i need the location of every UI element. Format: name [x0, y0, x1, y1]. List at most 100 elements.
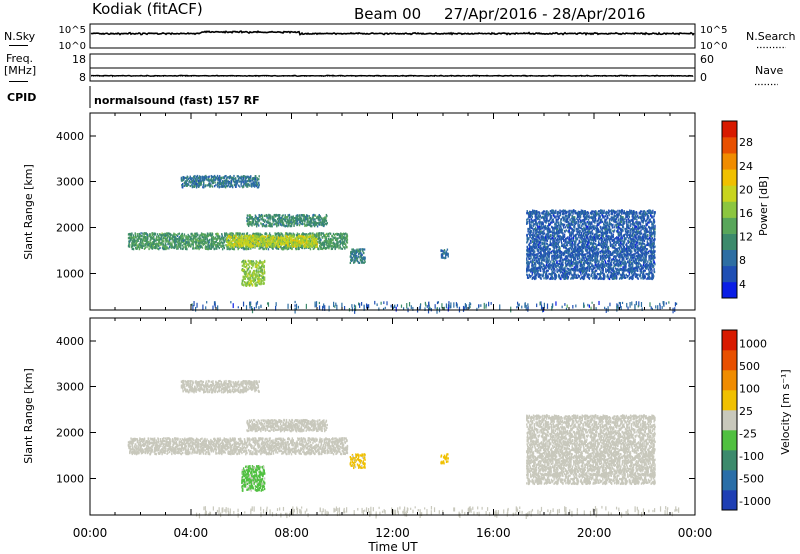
echo-pixel — [205, 247, 207, 250]
echo-pixel — [187, 177, 190, 181]
echo-pixel — [142, 232, 144, 235]
echo-pixel — [244, 180, 246, 183]
echo-pixel — [231, 184, 233, 187]
echo-pixel — [218, 176, 220, 179]
echo-pixel — [234, 183, 236, 186]
echo-pixel — [145, 242, 148, 245]
echo-pixel — [210, 179, 212, 183]
echo-pixel — [250, 182, 252, 186]
echo-pixel — [334, 236, 337, 239]
echo-pixel — [184, 243, 186, 246]
echo-pixel — [539, 269, 542, 272]
echo-pixel — [179, 239, 181, 242]
echo-pixel — [189, 242, 191, 246]
echo-pixel — [260, 280, 263, 283]
echo-pixel — [202, 243, 204, 246]
echo-pixel — [258, 264, 260, 267]
echo-pixel — [334, 246, 337, 249]
echo-pixel — [152, 242, 155, 246]
echo-pixel — [554, 269, 556, 272]
echo-pixel — [339, 236, 342, 239]
echo-pixel — [275, 232, 278, 236]
echo-pixel — [346, 238, 349, 241]
echo-pixel — [145, 236, 147, 239]
echo-pixel — [181, 239, 183, 242]
echo-pixel — [140, 238, 143, 241]
echo-pixel — [135, 239, 138, 242]
echo-pixel — [132, 242, 135, 246]
echo-pixel — [268, 232, 271, 235]
echo-pixel — [274, 232, 276, 235]
echo-pixel — [132, 234, 135, 237]
echo-pixel — [252, 183, 254, 186]
echo-pixel — [271, 241, 274, 245]
echo-pixel — [301, 246, 304, 250]
echo-pixel — [534, 234, 536, 237]
echo-pixel — [169, 235, 171, 238]
echo-pixel — [537, 252, 539, 255]
echo-pixel — [264, 240, 266, 243]
echo-pixel — [195, 181, 197, 185]
echo-pixel — [135, 242, 138, 245]
echo-pixel — [161, 242, 163, 245]
echo-pixel — [249, 184, 251, 187]
echo-pixel — [137, 245, 140, 249]
echo-pixel — [546, 257, 549, 260]
echo-pixel — [162, 245, 164, 249]
echo-pixel — [174, 243, 176, 246]
echo-pixel — [141, 235, 143, 238]
echo-pixel — [177, 240, 179, 243]
echo-pixel — [258, 185, 260, 188]
echo-pixel — [224, 175, 226, 178]
echo-pixel — [186, 177, 188, 180]
echo-pixel — [205, 177, 207, 180]
echo-pixel — [218, 181, 220, 184]
echo-pixel — [193, 247, 195, 250]
echo-pixel — [298, 214, 301, 217]
echo-pixel — [230, 180, 233, 183]
echo-pixel — [209, 179, 212, 182]
echo-pixel — [208, 241, 210, 244]
echo-pixel — [199, 243, 201, 247]
echo-pixel — [192, 182, 194, 185]
echo-pixel — [218, 246, 220, 250]
echo-pixel — [300, 217, 303, 220]
echo-pixel — [217, 242, 220, 245]
echo-pixel — [204, 238, 207, 241]
echo-pixel — [533, 228, 536, 231]
echo-pixel — [245, 178, 247, 181]
echo-pixel — [209, 232, 212, 235]
echo-pixel — [340, 247, 342, 250]
echo-pixel — [195, 243, 197, 246]
echo-pixel — [240, 175, 242, 178]
echo-pixel — [323, 223, 325, 226]
echo-pixel — [258, 224, 260, 227]
echo-pixel — [278, 243, 280, 246]
echo-pixel — [237, 247, 239, 251]
echo-pixel — [222, 242, 224, 245]
echo-pixel — [222, 176, 224, 180]
echo-pixel — [183, 184, 186, 187]
echo-pixel — [543, 229, 545, 232]
echo-pixel — [227, 238, 229, 242]
echo-pixel — [532, 260, 534, 264]
echo-pixel — [547, 275, 549, 278]
echo-pixel — [536, 274, 538, 277]
echo-pixel — [279, 234, 281, 237]
echo-pixel — [265, 246, 267, 249]
echo-pixel — [174, 238, 176, 241]
echo-pixel — [194, 237, 196, 240]
echo-pixel — [195, 183, 197, 186]
echo-pixel — [363, 252, 365, 255]
echo-pixel — [249, 270, 252, 273]
echo-pixel — [185, 180, 187, 183]
echo-pixel — [537, 269, 540, 272]
echo-pixel — [203, 181, 205, 184]
echo-pixel — [256, 284, 258, 287]
echo-pixel — [180, 177, 183, 180]
echo-pixel — [158, 245, 160, 248]
echo-pixel — [283, 223, 285, 227]
echo-pixel — [538, 267, 541, 270]
echo-pixel — [556, 242, 558, 245]
